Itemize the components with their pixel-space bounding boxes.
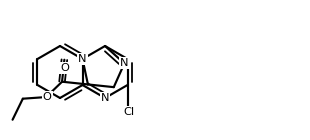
Text: N: N — [120, 58, 129, 68]
Text: N: N — [101, 93, 109, 103]
Text: Cl: Cl — [123, 107, 134, 117]
Text: O: O — [43, 92, 51, 102]
Text: O: O — [60, 63, 69, 73]
Text: N: N — [78, 54, 87, 64]
